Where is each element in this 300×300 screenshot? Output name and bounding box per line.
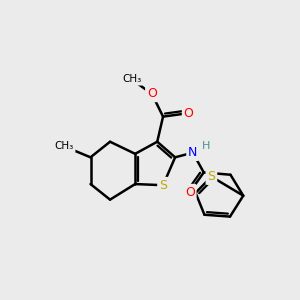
Text: CH₃: CH₃: [55, 141, 74, 152]
Text: H: H: [201, 141, 210, 151]
Text: O: O: [184, 106, 194, 120]
Text: S: S: [159, 179, 167, 192]
Text: O: O: [185, 186, 195, 199]
Text: N: N: [188, 146, 197, 159]
Text: S: S: [207, 170, 215, 183]
Text: O: O: [147, 87, 157, 100]
Text: CH₃: CH₃: [122, 74, 141, 84]
